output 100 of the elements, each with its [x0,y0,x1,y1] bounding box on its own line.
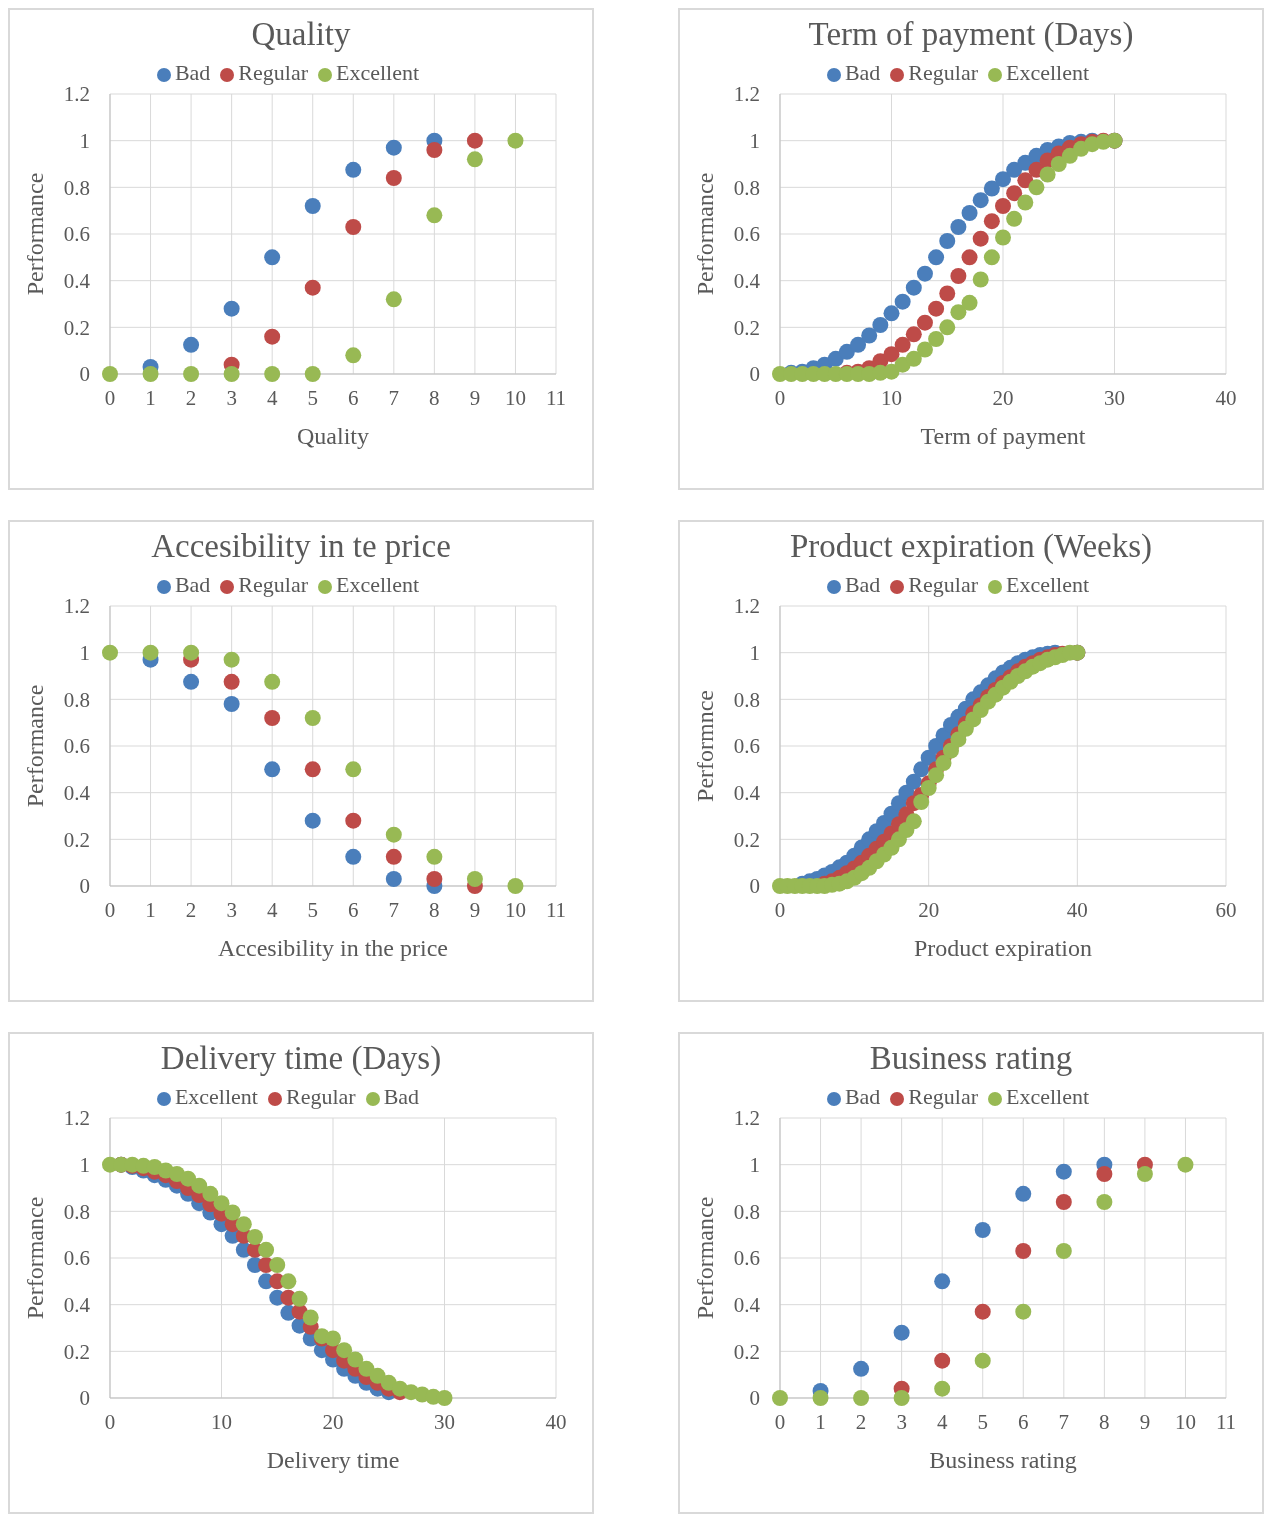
legend-label: Excellent [336,572,420,597]
legend-label: Excellent [336,60,420,85]
x-tick-label: 6 [348,897,359,922]
legend-label: Regular [908,60,979,85]
x-tick-label: 9 [469,385,481,410]
chart-title: Accesibility in te price [150,528,452,566]
y-tick-label: 1 [749,641,760,666]
y-tick-label: 0.2 [733,827,760,852]
point [183,644,200,661]
point [1096,1166,1113,1182]
point [913,794,930,810]
point [191,1177,208,1194]
x-tick-label: 5 [307,385,318,410]
point [183,366,200,382]
point [883,346,900,363]
point [883,305,900,322]
x-tick-label: 2 [855,1409,867,1434]
point [102,644,118,661]
point [1017,172,1034,189]
point [291,1290,308,1307]
point [928,249,945,266]
y-tick-label: 0.8 [733,1199,760,1224]
point [336,1342,353,1359]
point [466,871,483,887]
x-axis-title: Quality [297,423,369,449]
y-axis-title: Performance [21,172,48,296]
x-tick-label: 6 [348,385,359,410]
point [426,142,443,158]
point [304,279,321,296]
y-tick-label: 0 [749,1386,760,1411]
y-tick-label: 0.8 [733,175,760,200]
point [1015,1243,1032,1259]
point [507,878,524,894]
point [934,1273,951,1290]
point [345,161,362,178]
x-tick-label: 0 [774,1409,786,1434]
y-tick-label: 0.6 [733,222,760,247]
y-axis-title: Performance [21,684,48,808]
y-tick-label: 0 [79,1386,90,1411]
point [345,848,362,865]
point [246,1229,263,1245]
point [385,871,402,887]
y-tick-label: 1 [749,129,760,154]
point [304,366,321,382]
point [224,1204,241,1221]
point [369,1367,386,1384]
y-tick-label: 0.4 [733,269,761,294]
point [385,291,402,308]
x-tick-label: 9 [1139,1409,1151,1434]
point [972,271,989,288]
point [223,673,240,690]
x-tick-label: 3 [226,897,237,922]
y-tick-label: 0.6 [733,1246,760,1271]
point [304,198,321,214]
point [223,696,240,712]
y-tick-label: 0.8 [733,687,760,712]
point [304,812,321,829]
point [934,1380,951,1397]
x-tick-label: 0 [774,385,786,410]
x-tick-label: 2 [185,385,197,410]
point [466,132,483,149]
point [872,317,889,333]
point [1096,1194,1113,1210]
y-tick-label: 1 [79,1153,90,1178]
y-tick-label: 0 [749,874,760,899]
x-axis-title: Business rating [929,1447,1077,1473]
y-tick-label: 0.2 [733,315,760,340]
x-tick-label: 8 [1099,1409,1110,1434]
y-tick-label: 1.2 [733,594,760,619]
y-tick-label: 0.6 [63,1246,90,1271]
y-tick-label: 0.2 [733,1339,760,1364]
legend-label: Excellent [1006,60,1090,85]
point [913,761,930,778]
legend-label: Regular [238,60,309,85]
x-tick-label: 1 [145,385,156,410]
point [507,132,524,149]
point [950,268,967,284]
y-tick-label: 0.4 [733,781,761,806]
x-tick-label: 1 [815,1409,826,1434]
point [916,341,933,358]
point [934,1352,951,1369]
point [264,673,281,690]
point [983,249,1000,266]
point [950,304,967,321]
point [183,673,200,690]
x-tick-label: 7 [388,897,400,922]
legend-label: Regular [238,572,309,597]
point [905,773,922,790]
point [961,294,978,311]
point [853,1390,870,1406]
point [905,350,922,367]
legend-label: Bad [174,60,211,85]
point [861,327,878,344]
point [1006,210,1023,227]
point [850,336,867,353]
point [1055,1243,1072,1259]
point [345,761,362,778]
point [264,710,281,726]
point [345,812,362,829]
x-tick-label: 10 [1174,1409,1196,1434]
